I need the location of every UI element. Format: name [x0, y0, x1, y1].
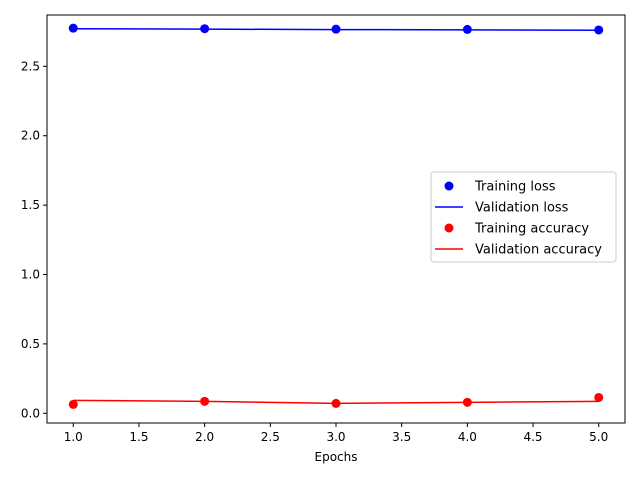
- training-loss-point: [462, 24, 472, 34]
- x-tick-label: 3.0: [326, 430, 345, 444]
- training-loss-point: [331, 24, 341, 34]
- y-axis: 0.0 0.5 1.0 1.5 2.0 2.5: [21, 59, 47, 420]
- y-tick-label: 1.0: [21, 268, 40, 282]
- training-loss-point: [594, 25, 604, 35]
- legend: Training loss Validation loss Training acc…: [430, 171, 617, 263]
- training-accuracy-legend-marker: [444, 223, 454, 233]
- training-loss-legend-marker: [444, 181, 454, 191]
- y-tick-label: 2.0: [21, 129, 40, 143]
- training-loss-point: [68, 23, 78, 33]
- x-tick-label: 2.0: [195, 430, 214, 444]
- y-tick-label: 1.5: [21, 198, 40, 212]
- training-accuracy-point: [200, 396, 210, 406]
- x-tick-label: 2.5: [261, 430, 280, 444]
- training-accuracy-point: [594, 392, 604, 402]
- training-accuracy-point: [68, 399, 78, 409]
- x-tick-label: 3.5: [392, 430, 411, 444]
- x-tick-label: 1.0: [64, 430, 83, 444]
- validation-accuracy-legend-label: Validation accuracy: [475, 243, 602, 258]
- legend-box: [430, 171, 617, 263]
- x-tick-label: 1.5: [129, 430, 148, 444]
- training-loss-legend-label: Training loss: [474, 180, 556, 195]
- y-tick-label: 2.5: [21, 59, 40, 73]
- validation-loss-legend-label: Validation loss: [475, 201, 569, 216]
- training-accuracy-point: [462, 397, 472, 407]
- y-tick-label: 0.5: [21, 337, 40, 351]
- x-axis-label: Epochs: [315, 450, 358, 464]
- plot-area: [68, 23, 604, 409]
- training-loss-point: [200, 24, 210, 34]
- training-accuracy-legend-label: Training accuracy: [474, 222, 589, 237]
- x-tick-label: 5.0: [589, 430, 608, 444]
- y-tick-label: 0.0: [21, 406, 40, 420]
- training-accuracy-point: [331, 398, 341, 408]
- x-tick-label: 4.0: [458, 430, 477, 444]
- x-axis: 1.0 1.5 2.0 2.5 3.0 3.5 4.0 4.5 5.0: [64, 423, 608, 444]
- x-tick-label: 4.5: [523, 430, 542, 444]
